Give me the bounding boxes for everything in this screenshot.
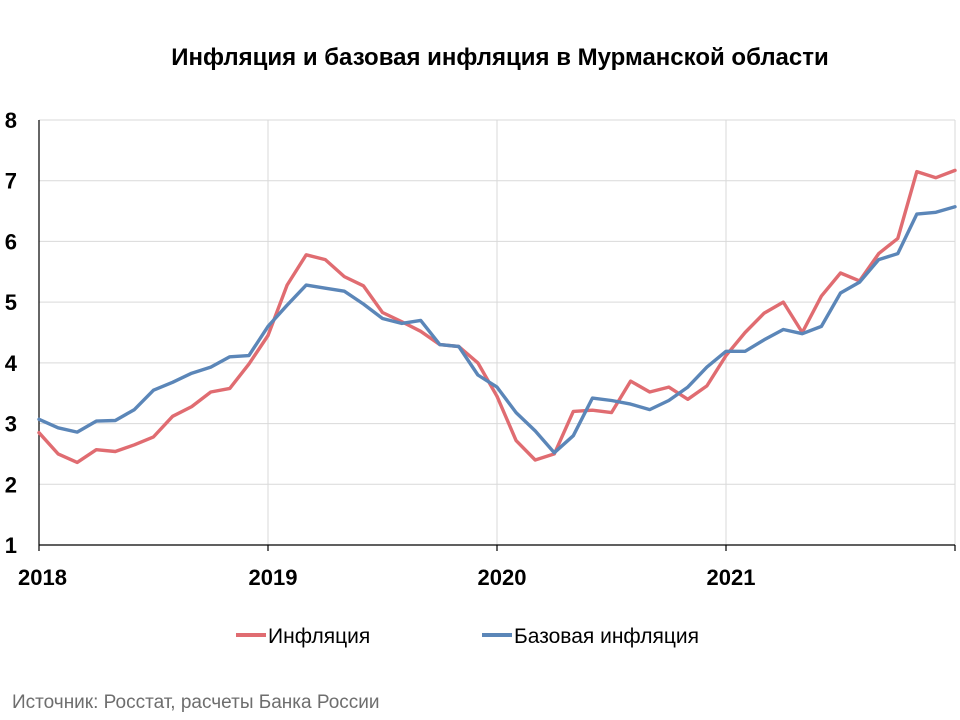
x-tick-label: 2019 (249, 565, 298, 590)
y-tick-label: 7 (5, 169, 17, 194)
series-lines (37, 168, 957, 465)
gridlines (38, 119, 956, 546)
legend: Инфляция Базовая инфляция (236, 625, 699, 648)
y-tick-label: 4 (5, 351, 18, 376)
y-axis: 1 2 3 4 5 6 7 8 (5, 108, 40, 558)
y-tick-label: 5 (5, 290, 17, 315)
legend-label-inflation: Инфляция (268, 625, 370, 648)
x-tick-label: 2020 (478, 565, 527, 590)
y-tick-label: 8 (5, 108, 17, 133)
y-tick-label: 2 (5, 472, 17, 497)
y-tick-label: 6 (5, 229, 17, 254)
y-tick-label: 3 (5, 412, 17, 437)
x-tick-label: 2021 (707, 565, 756, 590)
x-axis: 2018 2019 2020 2021 (18, 544, 956, 590)
legend-label-core-inflation: Базовая инфляция (514, 625, 699, 648)
series-line-core-inflation (37, 205, 957, 455)
y-tick-label: 1 (5, 533, 17, 558)
source-note: Источник: Росстат, расчеты Банка России (12, 692, 380, 713)
x-tick-label: 2018 (18, 565, 67, 590)
chart-title: Инфляция и базовая инфляция в Мурманской… (171, 44, 829, 71)
